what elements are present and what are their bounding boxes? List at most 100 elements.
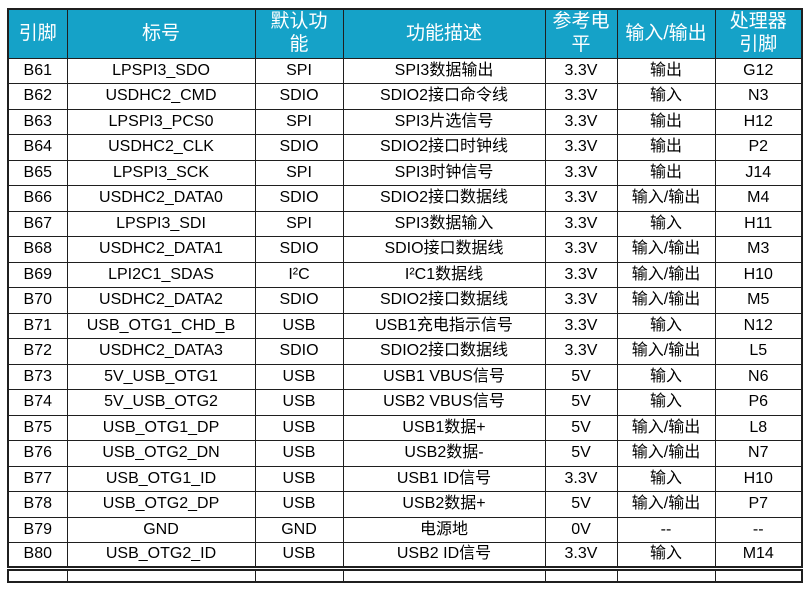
table-cell: 输入/输出 bbox=[616, 338, 716, 365]
table-cell: SPI bbox=[254, 108, 344, 135]
table-cell: H10 bbox=[714, 465, 803, 492]
table-cell: USB2数据+ bbox=[342, 491, 546, 518]
table-cell: SDIO bbox=[254, 338, 344, 365]
table-cell: H12 bbox=[714, 108, 803, 135]
table-cell: B73 bbox=[7, 363, 68, 390]
table-row: B80 USB_OTG2_ID USB USB2 ID信号 3.3V 输入 M14 bbox=[7, 542, 803, 571]
table-cell: 输入/输出 bbox=[616, 261, 716, 288]
column-header: 功能描述 bbox=[342, 8, 546, 59]
table-row: B77 USB_OTG1_ID USB USB1 ID信号 3.3V 输入 H10 bbox=[7, 465, 803, 492]
table-row: B73 5V_USB_OTG1 USB USB1 VBUS信号 5V 输入 N6 bbox=[7, 363, 803, 390]
table-cell: B67 bbox=[7, 210, 68, 237]
column-header: 输入/输出 bbox=[616, 8, 716, 59]
table-cell: 输出 bbox=[616, 134, 716, 161]
table-cell: SDIO bbox=[254, 185, 344, 212]
table-cell: USB bbox=[254, 491, 344, 518]
table-cell: 输入/输出 bbox=[616, 236, 716, 263]
table-cell: USDHC2_DATA3 bbox=[66, 338, 256, 365]
column-header: 引脚 bbox=[7, 8, 68, 59]
table-cell: 5V bbox=[544, 440, 618, 467]
table-cell: -- bbox=[616, 516, 716, 543]
table-cell: P6 bbox=[714, 389, 803, 416]
table-cell: 3.3V bbox=[544, 261, 618, 288]
table-cell: LPI2C1_SDAS bbox=[66, 261, 256, 288]
table-cell: GND bbox=[66, 516, 256, 543]
table-cell: 3.3V bbox=[544, 108, 618, 135]
table-cell: 5V bbox=[544, 491, 618, 518]
table-cell: USB2 ID信号 bbox=[342, 542, 546, 571]
table-cell: USB bbox=[254, 414, 344, 441]
table-cell: 3.3V bbox=[544, 338, 618, 365]
table-cell: USB2数据- bbox=[342, 440, 546, 467]
table-cell: 3.3V bbox=[544, 312, 618, 339]
table-cell: SDIO bbox=[254, 236, 344, 263]
table-cell: B66 bbox=[7, 185, 68, 212]
table-cell: USB_OTG1_ID bbox=[66, 465, 256, 492]
table-cell: H11 bbox=[714, 210, 803, 237]
table-cell: USB_OTG1_CHD_B bbox=[66, 312, 256, 339]
table-cell: 输入 bbox=[616, 210, 716, 237]
table-cell: SPI bbox=[254, 210, 344, 237]
table-cell: 电源地 bbox=[342, 516, 546, 543]
table-row: B71 USB_OTG1_CHD_B USB USB1充电指示信号 3.3V 输入 N12 bbox=[7, 312, 803, 339]
table-cell: 输入/输出 bbox=[616, 185, 716, 212]
table-cell: 输入 bbox=[616, 465, 716, 492]
table-cell: SDIO bbox=[254, 134, 344, 161]
table-cell: H10 bbox=[714, 261, 803, 288]
table-cell: 输出 bbox=[616, 159, 716, 186]
table-cell: 输入 bbox=[616, 389, 716, 416]
table-cell: USDHC2_DATA0 bbox=[66, 185, 256, 212]
column-header: 处理器 引脚 bbox=[714, 8, 803, 59]
table-cell: B75 bbox=[7, 414, 68, 441]
table-cell: 0V bbox=[544, 516, 618, 543]
table-cell: 输入 bbox=[616, 83, 716, 110]
table-cell: B76 bbox=[7, 440, 68, 467]
table-cell: 3.3V bbox=[544, 236, 618, 263]
table-row: B68 USDHC2_DATA1 SDIO SDIO接口数据线 3.3V 输入/输出 M3 bbox=[7, 236, 803, 263]
table-cell: SDIO2接口数据线 bbox=[342, 185, 546, 212]
table-cell: SDIO2接口时钟线 bbox=[342, 134, 546, 161]
table-cell: P7 bbox=[714, 491, 803, 518]
table-cell: SPI bbox=[254, 159, 344, 186]
table-cell: USDHC2_DATA2 bbox=[66, 287, 256, 314]
table-body: B61 LPSPI3_SDO SPI SPI3数据输出 3.3V 输出 G12 B62 USDH… bbox=[7, 57, 803, 582]
table-cell: B63 bbox=[7, 108, 68, 135]
table-cell: 5V bbox=[544, 414, 618, 441]
table-cell: B62 bbox=[7, 83, 68, 110]
table-cell: M5 bbox=[714, 287, 803, 314]
table-cell: B69 bbox=[7, 261, 68, 288]
table-cell bbox=[616, 567, 716, 582]
table-cell: 3.3V bbox=[544, 185, 618, 212]
header-row: 引脚 标号 默认功 能功能描述 参考电 平输入/输出 处理器 引脚 bbox=[7, 8, 803, 59]
table-cell: USB_OTG2_ID bbox=[66, 542, 256, 571]
table-cell: -- bbox=[714, 516, 803, 543]
table-cell bbox=[714, 567, 803, 582]
table-cell: SPI bbox=[254, 57, 344, 84]
table-cell: USB bbox=[254, 542, 344, 571]
table-cell: SPI3时钟信号 bbox=[342, 159, 546, 186]
table-cell bbox=[342, 567, 546, 582]
column-header: 参考电 平 bbox=[544, 8, 618, 59]
table-cell: I²C bbox=[254, 261, 344, 288]
table-cell: USB1数据+ bbox=[342, 414, 546, 441]
table-cell bbox=[544, 567, 618, 582]
table-cell: 输出 bbox=[616, 108, 716, 135]
table-cell: USB bbox=[254, 389, 344, 416]
table-cell: 输出 bbox=[616, 57, 716, 84]
table-cell: USB_OTG1_DP bbox=[66, 414, 256, 441]
table-cell: SPI3片选信号 bbox=[342, 108, 546, 135]
table-cell: B64 bbox=[7, 134, 68, 161]
table-row: B69 LPI2C1_SDAS I²C I²C1数据线 3.3V 输入/输出 H10 bbox=[7, 261, 803, 288]
table-cell: SDIO2接口数据线 bbox=[342, 338, 546, 365]
table-cell: LPSPI3_SDI bbox=[66, 210, 256, 237]
table-row: B61 LPSPI3_SDO SPI SPI3数据输出 3.3V 输出 G12 bbox=[7, 57, 803, 84]
table-cell: 3.3V bbox=[544, 83, 618, 110]
table-cell: 5V bbox=[544, 389, 618, 416]
table-row: B70 USDHC2_DATA2 SDIO SDIO2接口数据线 3.3V 输入/输出 M5 bbox=[7, 287, 803, 314]
table-cell: 3.3V bbox=[544, 57, 618, 84]
pin-definition-table: 引脚 标号 默认功 能功能描述 参考电 平输入/输出 处理器 引脚 B61 LPSPI3_… bbox=[7, 8, 803, 583]
table-row: B79 GND GND 电源地 0V -- -- bbox=[7, 516, 803, 543]
table-cell: N12 bbox=[714, 312, 803, 339]
table-cell: B72 bbox=[7, 338, 68, 365]
table-cell: B74 bbox=[7, 389, 68, 416]
